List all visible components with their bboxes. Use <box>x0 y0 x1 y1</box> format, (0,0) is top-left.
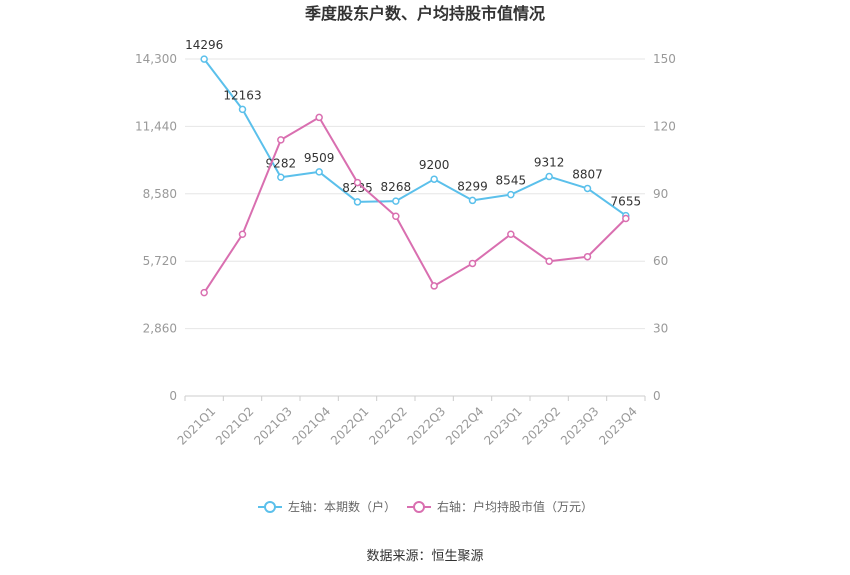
data-point-series-2 <box>277 136 285 144</box>
data-point-series-2 <box>315 113 323 122</box>
legend-item-series-1[interactable]: 左轴：本期数（户） <box>258 499 396 514</box>
legend-label-series-1: 左轴：本期数（户） <box>288 499 396 514</box>
data-point-series-1 <box>200 55 208 63</box>
x-tick-label: 2021Q4 <box>290 404 334 448</box>
y-left-tick-label: 8,580 <box>143 187 177 201</box>
grid <box>185 58 645 330</box>
legend-label-series-2: 右轴：户均持股市值（万元） <box>437 499 593 514</box>
source-note: 数据来源：恒生聚源 <box>366 549 483 564</box>
data-point-series-2 <box>507 230 515 238</box>
data-label: 9509 <box>304 151 335 165</box>
data-label: 8299 <box>457 179 488 193</box>
data-label: 7655 <box>611 195 642 209</box>
data-point-series-2 <box>545 257 553 265</box>
data-point-series-1 <box>507 190 515 199</box>
series-line-2 <box>203 116 627 294</box>
y-right-tick-label: 0 <box>653 389 661 403</box>
y-right-tick-label: 90 <box>653 187 668 201</box>
data-point-series-2 <box>583 252 592 261</box>
data-point-series-1 <box>277 173 285 182</box>
x-tick-label: 2023Q2 <box>520 404 564 448</box>
data-point-series-1 <box>238 105 247 114</box>
y-left-tick-label: 0 <box>169 389 177 403</box>
x-tick-label: 2023Q1 <box>481 404 525 448</box>
legend-item-series-2[interactable]: 右轴：户均持股市值（万元） <box>407 499 593 514</box>
x-tick-label: 2022Q3 <box>405 404 449 448</box>
y-left-tick-label: 14,300 <box>135 52 177 66</box>
y-right-tick-label: 60 <box>653 254 668 268</box>
data-point-series-1 <box>353 198 362 206</box>
x-tick-label: 2023Q3 <box>558 404 602 448</box>
x-tick-label: 2021Q2 <box>213 404 257 448</box>
x-tick-label: 2022Q4 <box>443 404 487 448</box>
data-label: 8807 <box>572 167 603 181</box>
x-tick-label: 2021Q3 <box>251 404 295 448</box>
legend-marker-series-1 <box>264 501 276 513</box>
x-tick-label: 2023Q4 <box>596 404 640 448</box>
y-axis-left: 0 2,860 5,720 8,580 11,440 14,300 <box>135 52 177 403</box>
data-point-series-1 <box>430 175 438 183</box>
y-left-tick-label: 2,860 <box>143 322 177 336</box>
x-tick-label: 2021Q1 <box>175 404 219 448</box>
y-right-tick-label: 120 <box>653 119 676 133</box>
data-point-series-1 <box>315 168 323 176</box>
data-point-series-2 <box>468 259 477 268</box>
data-point-series-2 <box>430 282 438 290</box>
data-label: 8268 <box>381 180 412 194</box>
data-point-series-2 <box>200 288 208 297</box>
y-left-tick-label: 5,720 <box>143 254 177 268</box>
y-right-tick-label: 150 <box>653 52 676 66</box>
data-point-series-1 <box>583 184 592 193</box>
data-point-series-1 <box>392 197 400 205</box>
data-label: 9312 <box>534 156 565 170</box>
y-axis-right: 0 30 60 90 120 150 <box>653 52 676 403</box>
data-point-series-2 <box>622 214 630 223</box>
data-point-series-2 <box>238 230 247 238</box>
data-label: 8235 <box>342 181 373 195</box>
x-tick-label: 2022Q2 <box>366 404 410 448</box>
data-point-series-1 <box>468 196 477 205</box>
data-point-series-1 <box>545 172 553 181</box>
data-label: 9200 <box>419 158 450 172</box>
x-axis: 2021Q12021Q22021Q32021Q42022Q12022Q22022… <box>175 395 646 448</box>
series-line-1 <box>203 58 627 217</box>
data-label: 12163 <box>223 88 261 102</box>
data-label: 14296 <box>185 38 223 52</box>
data-point-series-2 <box>353 178 362 187</box>
legend-marker-series-2 <box>413 501 425 513</box>
y-right-tick-label: 30 <box>653 322 668 336</box>
x-tick-label: 2022Q1 <box>328 404 372 448</box>
chart-title: 季度股东户数、户均持股市值情况 <box>304 4 545 23</box>
y-left-tick-label: 11,440 <box>135 119 177 133</box>
data-label: 8545 <box>496 174 527 188</box>
legend[interactable]: 左轴：本期数（户） 右轴：户均持股市值（万元） <box>258 499 593 514</box>
data-point-series-2 <box>392 212 400 221</box>
